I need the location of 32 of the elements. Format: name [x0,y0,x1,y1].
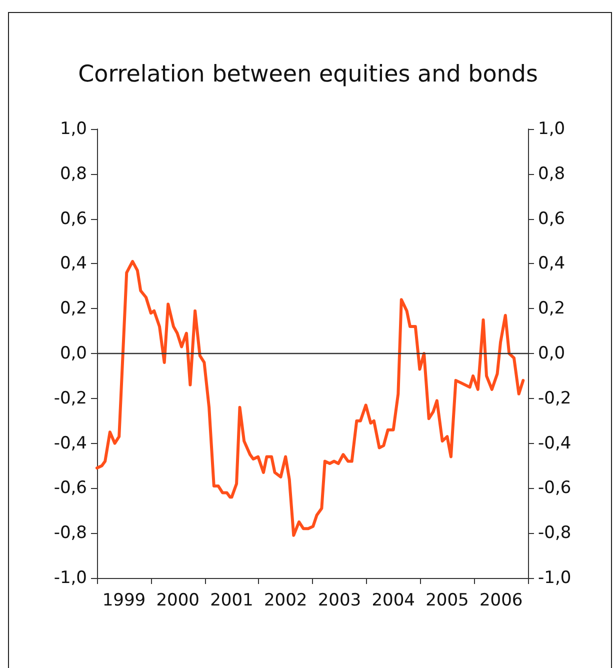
y2-tick-label: -0,2 [538,388,572,408]
y-tick-label: -0,6 [54,478,87,498]
y-tick-label: 0,6 [60,208,87,229]
y2-tick-label: 0,4 [538,254,566,274]
y2-tick-label: -0,8 [538,523,572,544]
y2-tick-label: 0,8 [538,164,566,184]
x-tick-label: 1999 [102,590,146,610]
y2-tick-label: 0,2 [538,298,566,319]
x-tick-label: 2006 [479,590,523,610]
line-series [96,260,525,537]
chart-title: Correlation between equities and bonds [78,62,538,88]
y2-tick-label: -0,6 [538,478,572,498]
y-tick-label: 0,0 [60,344,87,364]
y-tick-label: -0,8 [54,523,87,544]
y-tick-label: 0,2 [60,298,87,319]
x-tick-label: 2005 [426,590,469,610]
y2-tick-label: -1,0 [538,568,572,588]
y-tick-label: 1,0 [60,119,87,139]
x-tick-label: 2001 [210,590,254,610]
y-tick-label: 0,8 [60,164,87,184]
y-tick-label: -1,0 [54,568,87,588]
y-tick-label: -0,2 [54,388,87,408]
y2-tick-label: -0,4 [538,433,572,454]
x-tick-label: 2000 [156,590,200,610]
x-tick-label: 2004 [372,590,415,610]
y2-tick-label: 0,6 [538,208,566,229]
y2-tick-label: 0,0 [538,344,566,364]
x-tick-label: 2003 [318,590,362,610]
y-tick-label: -0,4 [54,433,87,454]
x-tick-label: 2002 [264,590,308,610]
y2-tick-label: 1,0 [538,119,566,139]
y-tick-label: 0,4 [60,254,87,274]
